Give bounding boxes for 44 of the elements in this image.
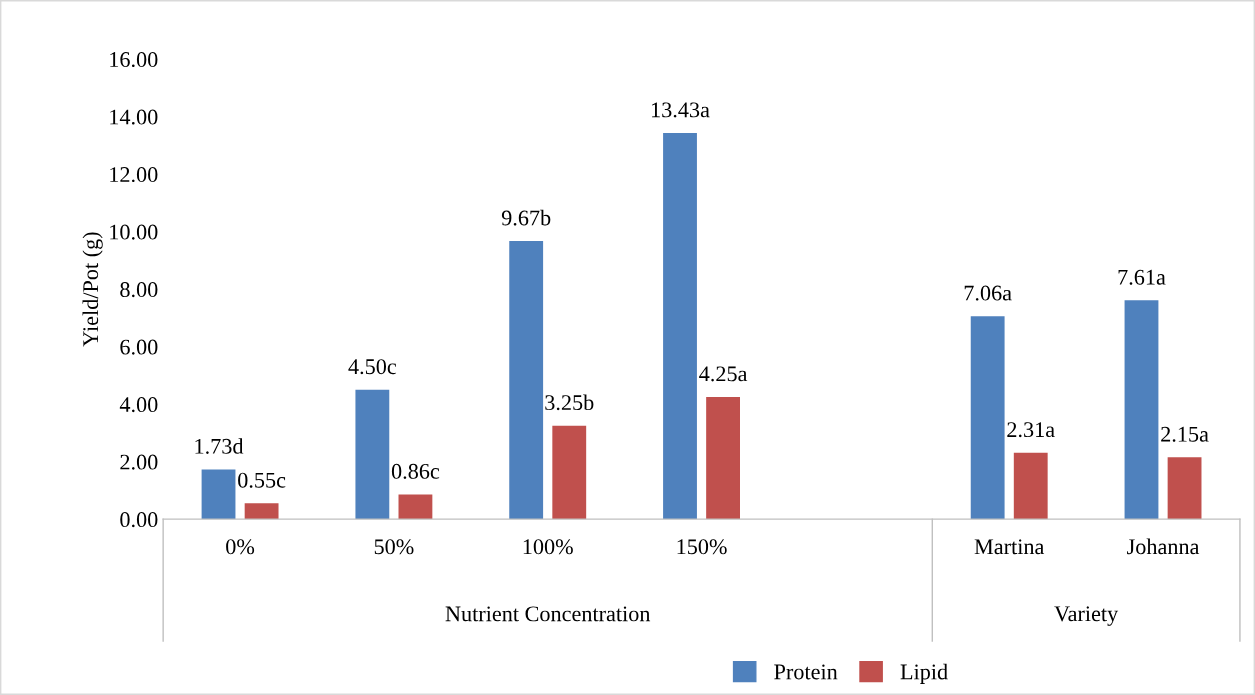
legend-label: Lipid	[900, 663, 948, 684]
bar	[509, 241, 544, 520]
data-label: 7.61a	[1118, 269, 1166, 285]
bar	[1167, 457, 1202, 520]
x-tick-label: 100%	[523, 539, 573, 555]
data-label: 13.43a	[652, 102, 710, 118]
bar	[552, 425, 587, 520]
bar	[355, 389, 390, 520]
y-tick-label: 10.00	[110, 224, 158, 240]
text: Nutrient Concentration	[445, 606, 651, 622]
y-axis-title: Yield/Pot (g)	[82, 232, 103, 347]
x-tick-label: Martina	[974, 539, 1045, 555]
y-tick-label: 4.00	[119, 397, 158, 413]
x-tick-label: 50%	[374, 539, 414, 555]
data-label: 2.31a	[1007, 422, 1055, 438]
data-label: 2.15a	[1161, 426, 1209, 442]
data-label: 1.73d	[195, 438, 244, 454]
data-label: 4.50c	[348, 359, 397, 375]
bar	[663, 132, 697, 520]
y-tick-label: 12.00	[110, 167, 158, 183]
y-tick-label: 16.00	[110, 52, 158, 68]
y-tick-label: 0.00	[120, 512, 158, 528]
data-label: 4.25a	[699, 366, 748, 382]
data-label: 9.67b	[501, 209, 551, 226]
data-label: 0.86c	[391, 463, 440, 479]
bar	[970, 316, 1005, 520]
x-tick-label: 0%	[226, 539, 255, 555]
bar	[244, 503, 279, 520]
y-tick-label: 14.00	[110, 109, 158, 125]
legend-label: Protein	[774, 664, 838, 680]
y-tick-label: 8.00	[120, 282, 158, 298]
bar	[706, 396, 740, 520]
bar	[1013, 452, 1048, 520]
bar	[201, 469, 236, 520]
y-tick-label: 2.00	[120, 454, 158, 470]
data-label: 7.06a	[964, 285, 1012, 301]
data-label: 3.25b	[545, 394, 594, 411]
x-tick-label: Johanna	[1127, 538, 1200, 555]
y-tick-label: 6.00	[120, 339, 158, 355]
text: Variety	[1054, 606, 1119, 626]
bar	[1124, 300, 1159, 520]
x-tick-label: 150%	[677, 539, 727, 555]
data-label: 0.55c	[238, 472, 286, 488]
bar	[398, 494, 433, 520]
